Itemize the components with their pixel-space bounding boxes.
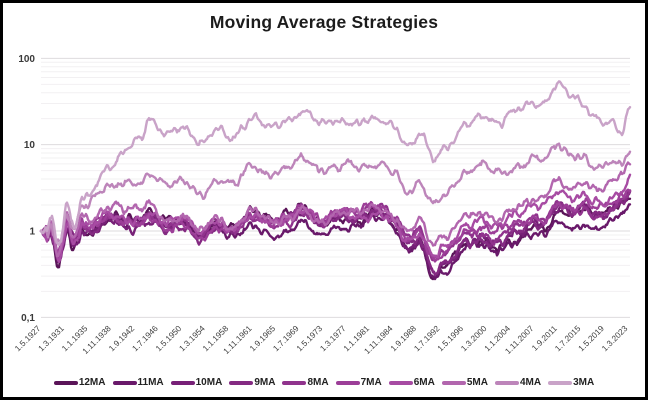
legend-item-11ma[interactable]: 11MA (112, 377, 164, 388)
legend-item-4ma[interactable]: 4MA (494, 377, 542, 388)
series-line-3ma[interactable] (39, 80, 632, 246)
legend-item-5ma[interactable]: 5MA (441, 377, 488, 388)
legend-label: 10MA (195, 377, 223, 388)
y-tick-label: 100 (18, 54, 35, 65)
legend-label: 3MA (573, 377, 595, 388)
legend-label: 12MA (78, 377, 106, 388)
x-axis-labels[interactable]: 1.5.19271.3.19311.1.19351.11.19381.9.194… (13, 323, 630, 356)
series-lines (39, 80, 632, 281)
legend: 12MA 11MA 10MA 9MA 8MA 7MA 6MA 5MA 4MA 3MA (3, 378, 645, 388)
legend-label: 9MA (254, 377, 276, 388)
legend-label: 6MA (413, 377, 435, 388)
legend-item-8ma[interactable]: 8MA (282, 377, 329, 388)
legend-swatch-3ma (548, 380, 573, 386)
legend-label: 5MA (466, 377, 488, 388)
series-line-4ma[interactable] (39, 142, 632, 244)
series-line-6ma[interactable] (39, 173, 632, 263)
x-tick-label: 1.3.2023 (600, 323, 630, 353)
legend-swatch-7ma (335, 380, 360, 386)
legend-item-12ma[interactable]: 12MA (53, 377, 106, 388)
y-tick-label: 1 (29, 227, 35, 238)
plot-area[interactable]: 100 10 1 0,11.5.19271.3.19311.1.19351.11.19… (3, 3, 648, 400)
chart-title[interactable]: Moving Average Strategies (209, 12, 439, 32)
legend-item-3ma[interactable]: 3MA (548, 378, 594, 388)
y-axis-labels[interactable]: 100 10 1 0,1 (18, 54, 35, 324)
legend-label: 4MA (519, 377, 542, 388)
legend-swatch-6ma (388, 380, 413, 386)
y-tick-label: 10 (24, 140, 36, 151)
y-tick-label: 0,1 (21, 313, 35, 324)
legend-swatch-12ma (53, 380, 78, 386)
gridlines-major (41, 57, 630, 318)
legend-item-10ma[interactable]: 10MA (170, 377, 223, 388)
legend-label: 8MA (307, 377, 329, 388)
legend-item-9ma[interactable]: 9MA (229, 378, 275, 388)
gridlines-minor (41, 61, 630, 292)
legend-swatch-11ma (112, 380, 137, 386)
legend-swatch-4ma (494, 380, 519, 386)
legend-item-7ma[interactable]: 7MA (335, 377, 382, 388)
legend-swatch-8ma (282, 380, 307, 386)
legend-swatch-10ma (170, 380, 195, 386)
legend-swatch-9ma (229, 380, 254, 386)
series-line-5ma[interactable] (39, 161, 632, 258)
legend-label: 7MA (360, 377, 382, 388)
legend-item-6ma[interactable]: 6MA (388, 377, 435, 388)
legend-swatch-5ma (441, 380, 466, 386)
legend-label: 11MA (137, 377, 164, 388)
